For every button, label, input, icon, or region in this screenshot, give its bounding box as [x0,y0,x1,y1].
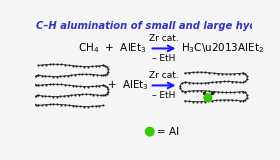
Text: – EtH: – EtH [152,54,175,63]
Circle shape [145,127,154,136]
Text: Zr cat.: Zr cat. [149,34,179,43]
Text: +  AlEt$_3$: + AlEt$_3$ [107,79,149,92]
Text: = Al: = Al [157,127,179,137]
Circle shape [204,94,212,102]
Text: H$_3$C\u2013AlEt$_2$: H$_3$C\u2013AlEt$_2$ [181,42,264,55]
Text: Zr cat.: Zr cat. [149,71,179,80]
Text: – EtH: – EtH [152,91,175,100]
Text: C–H alumination of small and large hydroca: C–H alumination of small and large hydro… [36,21,280,31]
Text: CH$_4$  +  AlEt$_3$: CH$_4$ + AlEt$_3$ [78,42,146,55]
